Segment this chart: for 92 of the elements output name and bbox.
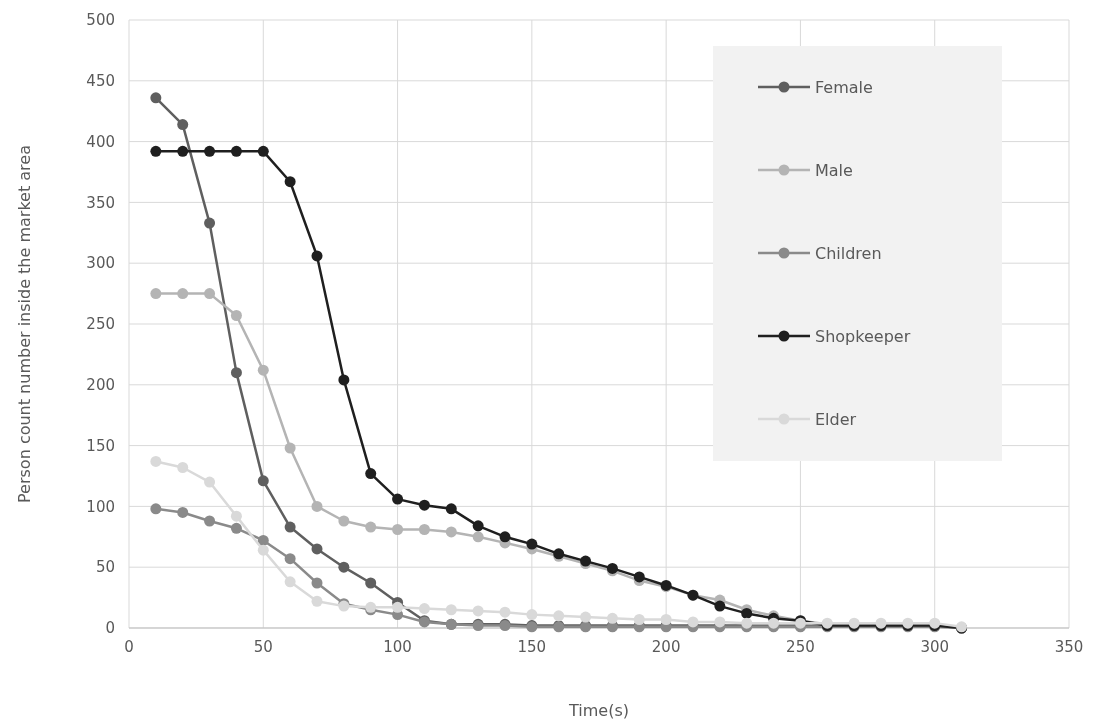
point [418, 603, 430, 615]
point [311, 250, 323, 262]
point [445, 503, 457, 515]
y-tick-label: 400 [86, 132, 115, 151]
y-tick-label: 0 [105, 619, 115, 638]
point [445, 526, 457, 538]
y-tick-label: 100 [86, 497, 115, 516]
point [338, 561, 350, 573]
point [230, 522, 242, 534]
point [150, 92, 162, 104]
point [257, 364, 269, 376]
point [714, 600, 726, 612]
point [418, 499, 430, 511]
point [150, 455, 162, 467]
point [230, 367, 242, 379]
legend-label: Shopkeeper [815, 326, 911, 346]
x-axis-title: Time(s) [568, 701, 629, 720]
point [392, 493, 404, 505]
point [284, 442, 296, 454]
point [365, 468, 377, 480]
point [633, 571, 645, 583]
point [230, 510, 242, 522]
x-tick-label: 250 [786, 638, 815, 656]
point [311, 543, 323, 555]
point [150, 288, 162, 300]
point [526, 609, 538, 621]
point [311, 595, 323, 607]
y-tick-label: 200 [86, 376, 115, 395]
point [392, 601, 404, 613]
point [445, 604, 457, 616]
y-tick-label: 300 [86, 254, 115, 273]
point [204, 476, 216, 488]
point [150, 145, 162, 157]
legend-label: Children [815, 243, 882, 263]
x-tick-label: 50 [253, 638, 273, 656]
point [714, 616, 726, 628]
point [230, 145, 242, 157]
point [499, 531, 511, 543]
x-tick-label: 100 [383, 638, 412, 656]
point [526, 538, 538, 550]
point [553, 610, 565, 622]
point [257, 544, 269, 556]
point [338, 515, 350, 527]
point [580, 611, 592, 623]
y-tick-label: 150 [86, 436, 115, 455]
point [204, 515, 216, 527]
point [204, 145, 216, 157]
point [177, 145, 189, 157]
point [606, 612, 618, 624]
point [338, 374, 350, 386]
legend-label: Female [815, 77, 873, 97]
point [177, 461, 189, 473]
point [177, 119, 189, 131]
point [392, 524, 404, 535]
x-tick-label: 200 [651, 638, 681, 656]
x-tick-label: 350 [1054, 638, 1084, 656]
point [177, 288, 189, 300]
point [284, 576, 296, 588]
y-tick-label: 50 [95, 558, 115, 577]
x-tick-label: 150 [517, 638, 547, 656]
point [230, 309, 242, 321]
point [365, 577, 377, 589]
point [177, 506, 189, 518]
point [499, 606, 511, 618]
point [365, 521, 377, 533]
point [660, 613, 672, 625]
y-tick-label: 450 [86, 72, 115, 91]
point [311, 500, 323, 512]
point [284, 176, 296, 188]
point [257, 475, 269, 487]
point [418, 524, 430, 535]
x-tick-label: 0 [124, 638, 134, 656]
y-tick-label: 250 [86, 315, 115, 334]
point [633, 613, 645, 625]
point [687, 616, 699, 628]
point [311, 577, 323, 589]
x-tick-label: 300 [920, 638, 950, 656]
point [204, 288, 216, 300]
y-axis-title: Person count number inside the market area [15, 145, 34, 503]
legend-label: Elder [815, 409, 857, 429]
point [257, 534, 269, 546]
point [284, 521, 296, 533]
legend-label: Male [815, 160, 853, 180]
point [472, 605, 484, 617]
point [284, 553, 296, 565]
point [472, 520, 484, 532]
y-tick-label: 500 [86, 11, 115, 30]
point [204, 217, 216, 229]
point [150, 503, 162, 515]
point [472, 531, 484, 543]
point [257, 145, 269, 157]
y-tick-label: 350 [86, 193, 115, 212]
